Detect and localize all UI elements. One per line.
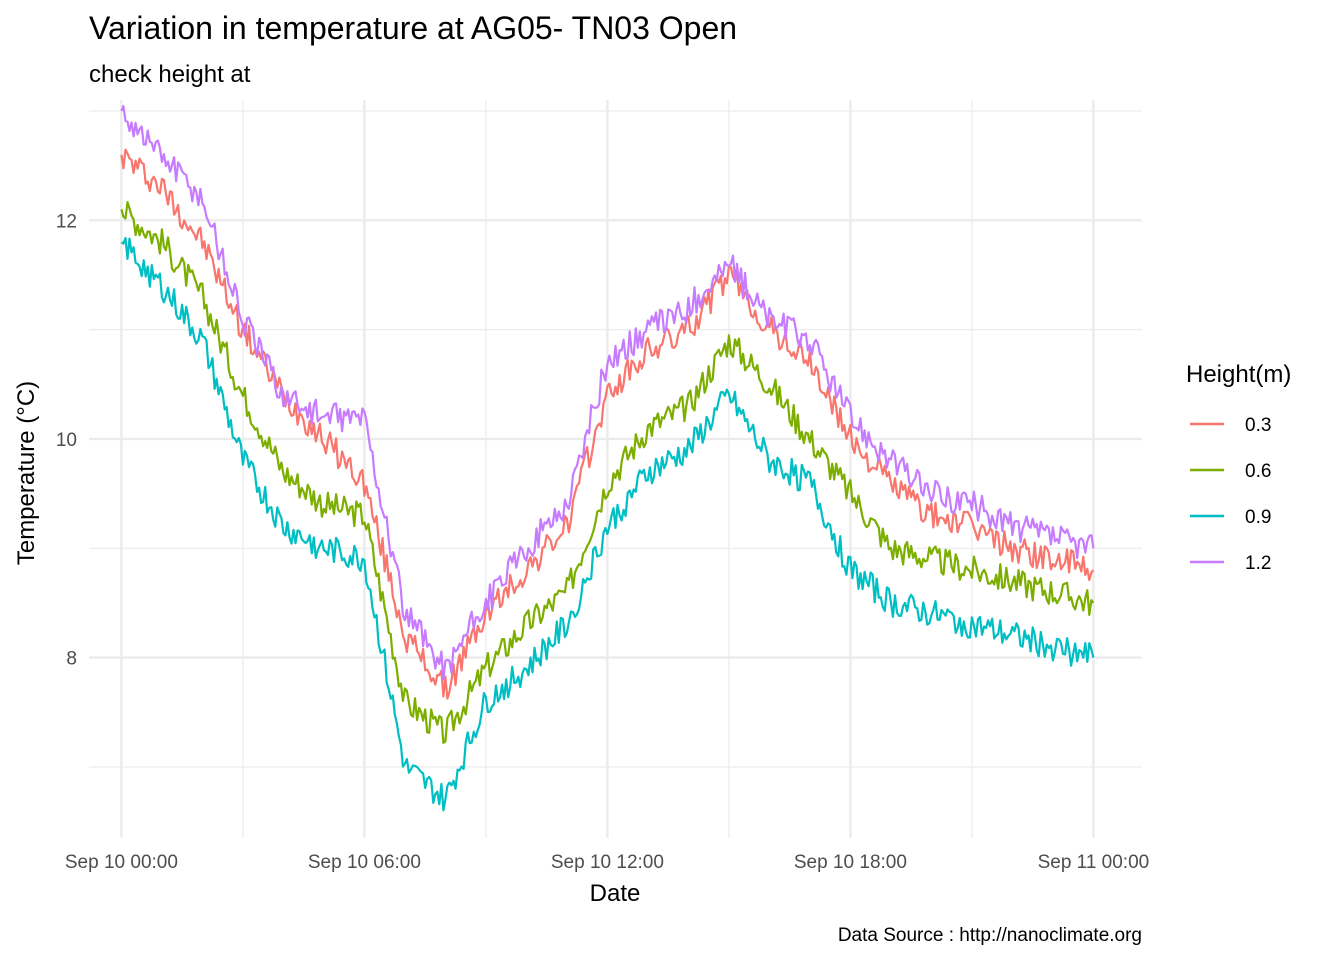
y-tick-labels: 8 10 12 [56,211,77,669]
x-tick-label: Sep 11 00:00 [1038,852,1150,873]
caption: Data Source : http://nanoclimate.org [838,925,1142,946]
y-axis-title: Temperature (°C) [13,381,40,565]
x-tick-label: Sep 10 18:00 [794,852,907,873]
series-line [120,201,1095,745]
grid [89,100,1142,838]
y-tick-label: 8 [66,649,77,670]
legend-label: 0.6 [1245,461,1271,482]
legend-label: 0.3 [1245,415,1271,436]
series-line [120,104,1095,681]
series-line [120,236,1095,812]
legend-label: 1.2 [1245,553,1271,574]
series-line [120,148,1095,700]
y-tick-label: 10 [56,430,77,451]
chart-subtitle: check height at [89,61,251,88]
x-tick-labels: Sep 10 00:00 Sep 10 06:00 Sep 10 12:00 Sep … [65,852,1149,873]
x-tick-label: Sep 10 12:00 [551,852,664,873]
legend-label: 0.9 [1245,507,1271,528]
x-axis-title: Date [590,880,641,907]
legend: 0.3 0.6 0.9 1.2 [1190,415,1271,574]
series-lines [120,104,1095,812]
x-tick-label: Sep 10 00:00 [65,852,178,873]
y-tick-label: 12 [56,211,77,232]
x-tick-label: Sep 10 06:00 [308,852,421,873]
legend-title: Height(m) [1186,361,1291,388]
chart-title: Variation in temperature at AG05- TN03 O… [89,10,737,46]
